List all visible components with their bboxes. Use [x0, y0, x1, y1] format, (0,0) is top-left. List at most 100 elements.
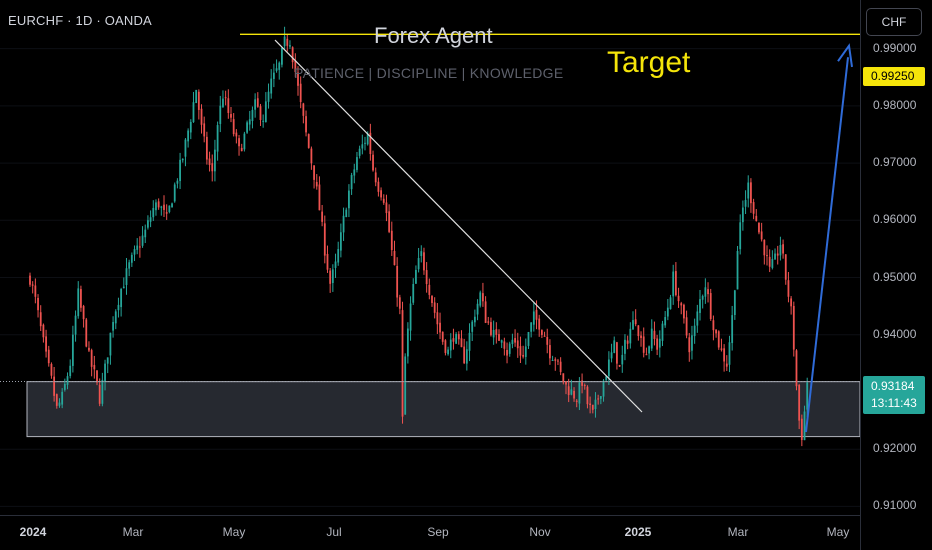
candle-body [498, 334, 500, 341]
candle-body [482, 293, 484, 302]
candle-body [503, 341, 506, 349]
time-axis[interactable]: 2024 Mar May Jul Sep Nov 2025 Mar May [0, 515, 860, 550]
candle-body [425, 270, 428, 285]
candle-body [436, 312, 439, 325]
candle-body [120, 288, 123, 308]
candle-body [58, 402, 61, 406]
candle-body [364, 142, 366, 144]
candle-body [331, 269, 334, 284]
candle-body [476, 303, 479, 315]
candle-body [173, 184, 176, 202]
candle-body [779, 244, 782, 256]
candle-body [246, 122, 248, 133]
time-tick: Sep [427, 525, 449, 539]
candle-body [321, 211, 324, 222]
candle-body [752, 202, 755, 214]
candle-body [455, 333, 458, 344]
price-tick: 0.99000 [873, 40, 917, 55]
candle-body [433, 302, 436, 313]
candle-body [69, 365, 72, 377]
candle-body [380, 190, 382, 198]
currency-button[interactable]: CHF [866, 8, 922, 36]
candle-body [621, 354, 624, 365]
candle-body [165, 212, 168, 214]
candle-body [693, 325, 696, 337]
candle-body [348, 190, 350, 209]
candle-body [800, 418, 803, 440]
candle-body [618, 364, 621, 367]
annotation-lines [0, 33, 860, 433]
candle-body [377, 181, 380, 192]
price-axis[interactable]: 0.99000 0.98000 0.97000 0.96000 0.95000 0.940… [860, 0, 932, 550]
time-tick: Nov [529, 525, 551, 539]
candle-body [755, 215, 758, 221]
candle-body [610, 352, 613, 359]
candle-body [774, 253, 776, 260]
candle-body [570, 389, 573, 395]
candle-body [516, 340, 519, 349]
target-price-tag: 0.99250 [863, 67, 925, 86]
brand-tagline: PATIENCE | DISCIPLINE | KNOWLEDGE [294, 65, 564, 81]
candle-body [562, 373, 565, 383]
candle-body [286, 38, 289, 46]
candle-body [390, 230, 393, 251]
candle-body [457, 334, 460, 340]
candle-body [712, 320, 715, 331]
candle-body [267, 91, 270, 102]
candle-body [490, 322, 492, 336]
candle-body [283, 36, 286, 47]
chart-area[interactable]: EURCHF · 1D · OANDA Forex Agent PATIENCE… [0, 0, 860, 515]
candle-body [369, 132, 372, 155]
candle-body [63, 383, 66, 390]
candle-body [281, 47, 283, 65]
candle-body [61, 391, 64, 405]
candle-body [559, 361, 562, 372]
candle-body [259, 106, 262, 120]
candle-body [385, 202, 388, 214]
candle-body [235, 132, 238, 137]
candle-body [345, 209, 348, 218]
candles [29, 26, 809, 447]
candle-body [447, 349, 449, 355]
candle-body [736, 251, 739, 290]
candle-body [567, 386, 570, 396]
candle-body [406, 328, 409, 357]
candle-body [658, 338, 661, 348]
candle-body [530, 322, 533, 332]
candle-body [372, 154, 374, 171]
candle-body [642, 336, 645, 353]
candle-body [176, 180, 179, 184]
candle-body [495, 329, 498, 335]
candle-body [47, 349, 50, 364]
candle-body [329, 270, 332, 284]
candle-body [232, 119, 235, 135]
candle-body [629, 328, 632, 344]
candle-body [216, 125, 219, 152]
candle-body [264, 101, 267, 123]
candle-body [417, 258, 420, 270]
candle-body [500, 340, 503, 343]
candle-body [181, 158, 184, 161]
candle-body [578, 382, 581, 404]
candle-body [302, 103, 305, 116]
price-tick: 0.92000 [873, 441, 917, 456]
candle-body [163, 204, 165, 210]
candle-body [519, 346, 522, 356]
candle-body [731, 315, 734, 344]
candle-body [270, 78, 273, 94]
candle-body [29, 275, 31, 285]
price-tick: 0.96000 [873, 212, 917, 227]
candle-body [155, 202, 157, 211]
candle-body [431, 295, 433, 304]
candle-body [272, 72, 275, 79]
candle-body [141, 235, 144, 246]
candle-body [297, 72, 299, 86]
candle-body [723, 348, 726, 362]
chart-svg[interactable] [0, 0, 860, 515]
candle-body [382, 198, 385, 203]
candle-body [203, 123, 206, 137]
price-tick: 0.91000 [873, 498, 917, 513]
candle-body [238, 138, 240, 147]
candle-body [575, 400, 578, 402]
candle-body [334, 261, 337, 268]
